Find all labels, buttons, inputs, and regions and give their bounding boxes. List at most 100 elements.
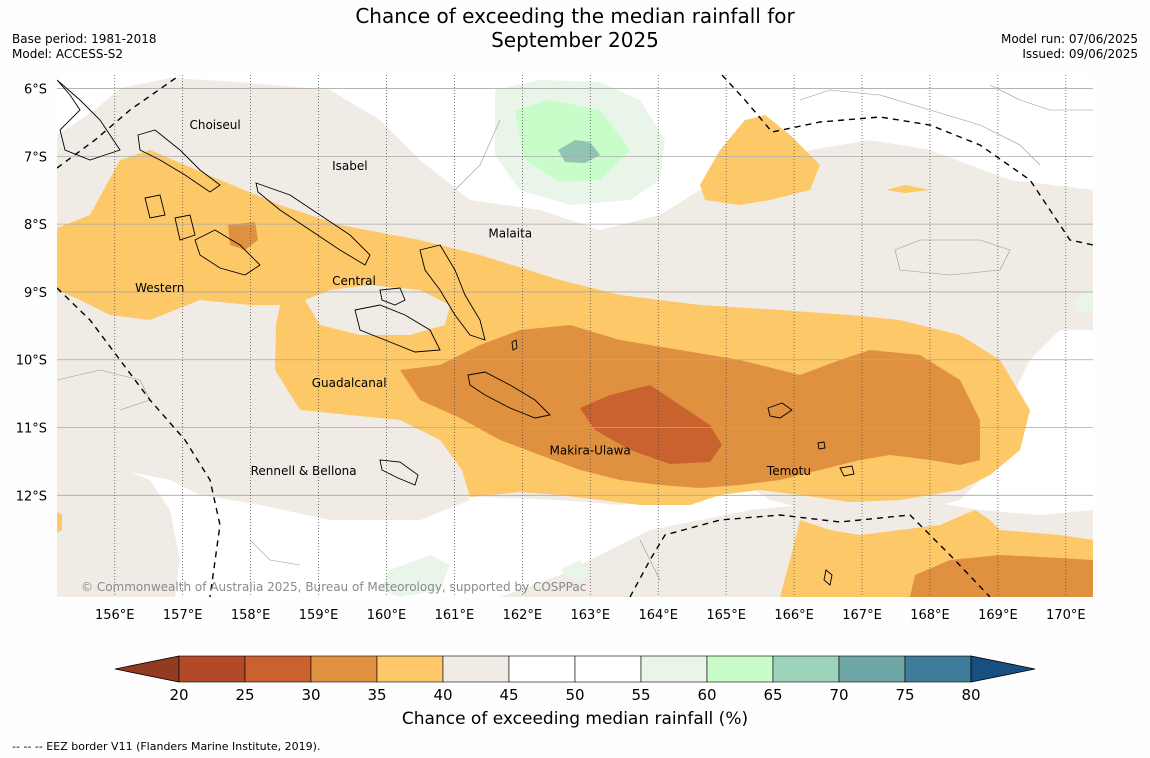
rainfall-map: 6°S 7°S 8°S 9°S 10°S 11°S 12°S 156°E 157°E 158°E… xyxy=(16,75,1093,623)
meta-left: Base period: 1981-2018 Model: ACCESS-S2 xyxy=(12,32,157,62)
colorbar-segment xyxy=(772,655,840,683)
lon-tick-label: 166°E xyxy=(774,608,814,623)
issued-date: Issued: 09/06/2025 xyxy=(1022,47,1138,61)
florida-coast xyxy=(379,287,406,306)
meta-right: Model run: 07/06/2025 Issued: 09/06/2025 xyxy=(1001,32,1138,62)
lon-tick-label: 168°E xyxy=(910,608,950,623)
colorbar-tick-label: 80 xyxy=(961,686,980,704)
lon-tick-label: 170°E xyxy=(1046,608,1086,623)
model-run: Model run: 07/06/2025 xyxy=(1000,32,1138,46)
malaita-coast xyxy=(419,244,486,341)
lon-tick-label: 159°E xyxy=(299,608,339,623)
lon-tick-label: 163°E xyxy=(571,608,611,623)
region-label: Malaita xyxy=(488,227,532,241)
colorbar-segment xyxy=(838,655,906,683)
lon-tick-label: 169°E xyxy=(978,608,1018,623)
colorbar-tick-label: 60 xyxy=(697,686,716,704)
colorbar-segment xyxy=(574,655,642,683)
colorbar-under-arrow xyxy=(114,655,180,683)
colorbar-segment xyxy=(508,655,576,683)
colorbar-segment xyxy=(376,655,444,683)
colorbar-segments xyxy=(114,655,1036,683)
rennell-coast xyxy=(379,459,419,486)
colorbar-ticks: 20 25 30 35 40 45 50 55 60 65 70 75 80 xyxy=(169,686,980,704)
colorbar-segment xyxy=(706,655,774,683)
lon-tick-label: 167°E xyxy=(842,608,882,623)
colorbar-segment xyxy=(442,655,510,683)
latitude-labels: 6°S 7°S 8°S 9°S 10°S 11°S 12°S xyxy=(16,83,47,505)
colorbar-tick-label: 25 xyxy=(235,686,254,704)
colorbar-tick-label: 45 xyxy=(499,686,518,704)
region-label: Western xyxy=(135,281,184,295)
light-green-patch-3 xyxy=(1075,290,1093,312)
lat-tick-label: 10°S xyxy=(16,354,47,369)
colorbar-tick-label: 40 xyxy=(433,686,452,704)
copyright-note: © Commonwealth of Australia 2025, Bureau… xyxy=(81,580,587,594)
colorbar-segment xyxy=(640,655,708,683)
colorbar-tick-label: 55 xyxy=(631,686,650,704)
temotu-islet-2 xyxy=(817,441,826,450)
lat-tick-label: 6°S xyxy=(24,83,47,98)
colorbar-segment xyxy=(904,655,972,683)
teal-zone xyxy=(558,140,600,163)
vella-coast xyxy=(144,194,166,219)
colorbar-over-arrow xyxy=(970,655,1036,683)
colorbar-tick-label: 35 xyxy=(367,686,386,704)
base-period: Base period: 1981-2018 xyxy=(12,32,157,46)
colorbar-tick-label: 75 xyxy=(895,686,914,704)
longitude-labels: 156°E 157°E 158°E 159°E 160°E 161°E 162°E 163°E… xyxy=(95,608,1086,623)
lat-tick-label: 12°S xyxy=(16,489,47,504)
guadalcanal-coast xyxy=(354,304,441,353)
region-labels: Choiseul Isabel Malaita Western Central Guada… xyxy=(135,118,811,478)
region-label: Temotu xyxy=(766,464,811,478)
region-label: Makira-Ulawa xyxy=(550,444,631,458)
colorbar-tick-label: 20 xyxy=(169,686,188,704)
eez-borders xyxy=(57,75,1093,597)
colorbar-title: Chance of exceeding median rainfall (%) xyxy=(401,709,749,729)
kolombangara-coast xyxy=(174,214,196,241)
makira-coast xyxy=(467,371,551,419)
lon-tick-label: 158°E xyxy=(231,608,271,623)
colorbar-tick-label: 50 xyxy=(565,686,584,704)
santa-cruz-coast xyxy=(767,402,793,419)
map-title: Chance of exceeding the median rainfall … xyxy=(0,4,1150,52)
light-green-patch xyxy=(380,555,450,597)
colorbar-tick-label: 65 xyxy=(763,686,782,704)
colorbar-tick-label: 70 xyxy=(829,686,848,704)
bougainville-coast xyxy=(57,79,121,161)
green-zone xyxy=(515,100,630,182)
lon-tick-label: 162°E xyxy=(503,608,543,623)
choiseul-coast xyxy=(137,129,221,193)
longitude-gridlines xyxy=(114,75,1067,597)
new-georgia-coast xyxy=(194,229,261,276)
coastlines xyxy=(57,79,855,586)
model-name: Model: ACCESS-S2 xyxy=(12,47,124,61)
lon-tick-label: 160°E xyxy=(367,608,407,623)
lon-tick-label: 161°E xyxy=(435,608,475,623)
isabel-coast xyxy=(255,182,371,266)
region-label: Isabel xyxy=(332,159,367,173)
torres-islet xyxy=(823,569,833,586)
temotu-islet xyxy=(839,465,855,477)
colorbar-segment xyxy=(244,655,312,683)
lat-tick-label: 9°S xyxy=(24,286,47,301)
title-line-1: Chance of exceeding the median rainfall … xyxy=(355,4,795,28)
lat-tick-label: 11°S xyxy=(16,422,47,437)
lon-tick-label: 156°E xyxy=(95,608,135,623)
lat-tick-label: 8°S xyxy=(24,218,47,233)
region-label: Guadalcanal xyxy=(312,376,387,390)
region-label: Choiseul xyxy=(189,118,240,132)
central-gap xyxy=(305,285,450,335)
lon-tick-label: 165°E xyxy=(706,608,746,623)
region-label: Rennell & Bellona xyxy=(251,464,357,478)
lon-tick-label: 164°E xyxy=(638,608,678,623)
region-label: Central xyxy=(332,274,376,288)
lat-tick-label: 7°S xyxy=(24,150,47,165)
light-green-patch-2 xyxy=(560,560,590,582)
colorbar-segment xyxy=(178,655,246,683)
dark-orange-zone xyxy=(580,385,722,464)
lon-tick-label: 157°E xyxy=(163,608,203,623)
colorbar-tick-label: 30 xyxy=(301,686,320,704)
latitude-gridlines xyxy=(57,88,1093,496)
